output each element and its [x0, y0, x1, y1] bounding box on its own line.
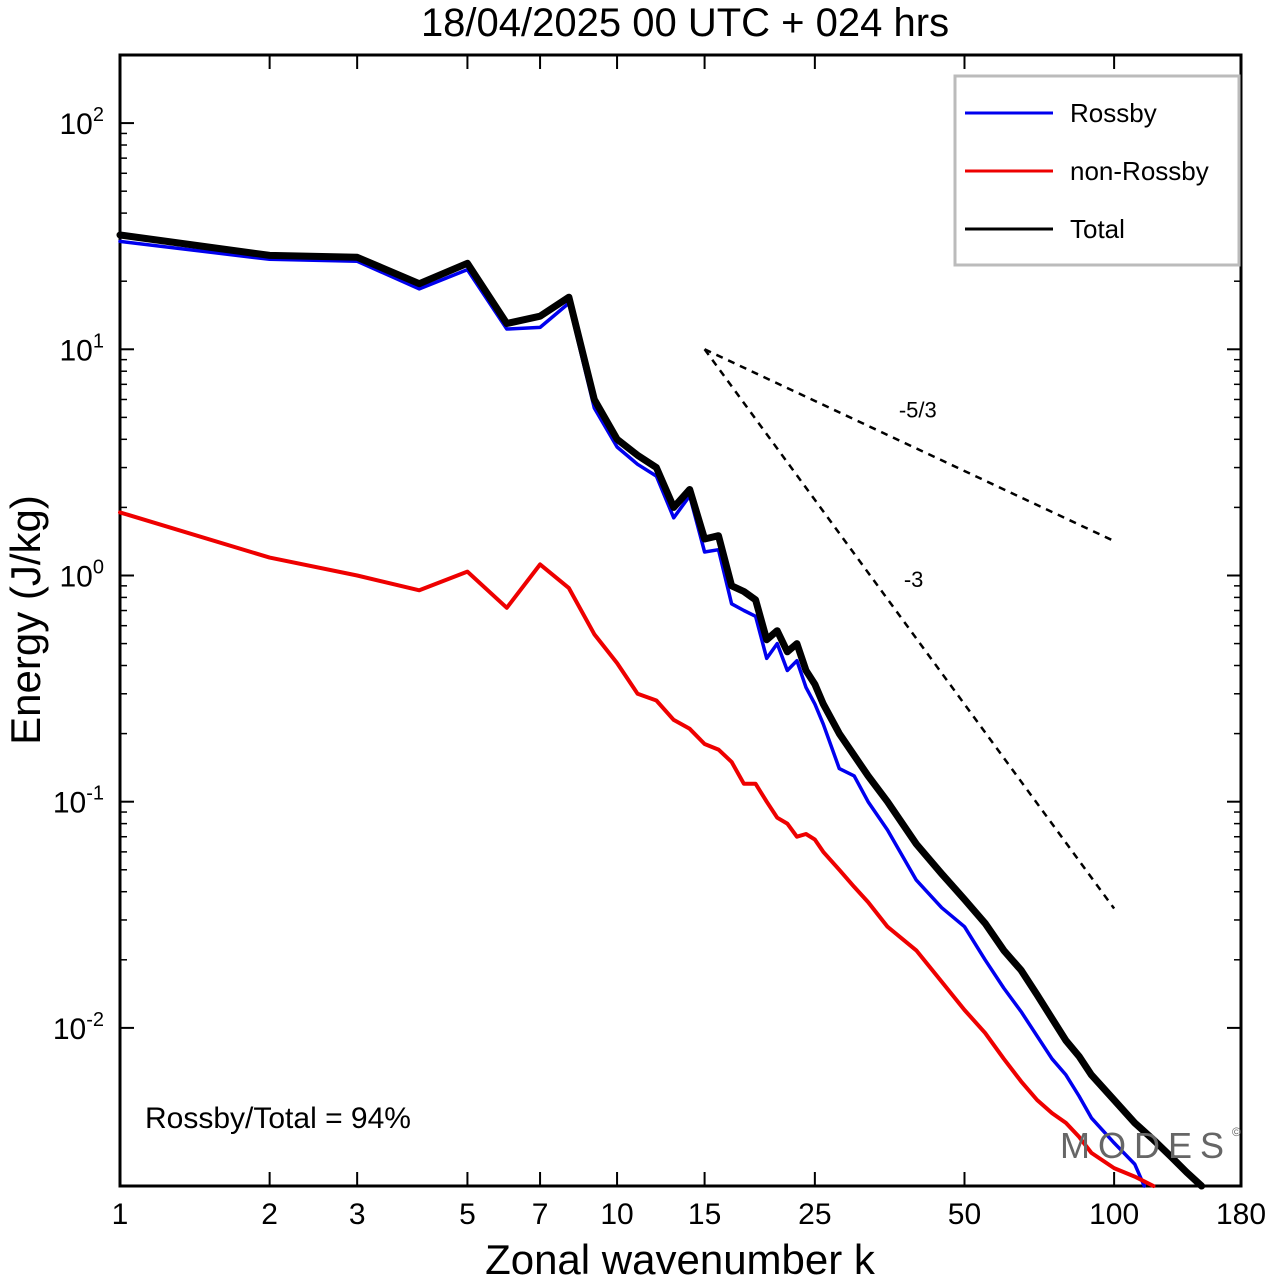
- legend: Rossby non-Rossby Total: [953, 74, 1241, 267]
- y-tick-labels: 102 101 100 10-1 10-2: [53, 104, 104, 1046]
- x-tick-label: 2: [261, 1198, 278, 1231]
- y-axis-label: Energy (J/kg): [2, 495, 49, 745]
- rossby-ratio-annotation: Rossby/Total = 94%: [145, 1102, 411, 1135]
- legend-label-total: Total: [1070, 214, 1125, 244]
- reference-line-label: -3: [904, 567, 924, 592]
- reference-lines: -5/3 -3: [703, 348, 1116, 910]
- x-tick-labels: 1 2 3 5 7 10 15 25 50 100 180: [112, 1198, 1266, 1231]
- y-tick-label: 101: [60, 330, 105, 367]
- y-tick-label: 100: [60, 556, 105, 593]
- x-tick-label: 15: [688, 1198, 721, 1231]
- x-tick-label: 25: [798, 1198, 831, 1231]
- series-line-non-rossby: [118, 510, 1156, 1188]
- reference-line: [703, 348, 1116, 910]
- y-tick-label: 102: [60, 104, 105, 141]
- x-tick-label: 3: [349, 1198, 366, 1231]
- series-line-rossby: [118, 239, 1147, 1188]
- chart-title: 18/04/2025 00 UTC + 024 hrs: [421, 1, 949, 45]
- legend-label-rossby: Rossby: [1070, 98, 1157, 128]
- x-tick-label: 7: [532, 1198, 549, 1231]
- watermark-text: MODES: [1060, 1125, 1232, 1166]
- x-tick-label: 180: [1216, 1198, 1266, 1231]
- watermark-copyright: ©: [1232, 1125, 1241, 1139]
- reference-line: [704, 348, 1115, 543]
- x-tick-label: 5: [459, 1198, 476, 1231]
- series-line-total: [116, 231, 1206, 1190]
- plot-frame: [118, 53, 1243, 1188]
- series-lines: [116, 231, 1206, 1190]
- y-tick-label: 10-1: [53, 783, 104, 820]
- x-tick-label: 100: [1089, 1198, 1139, 1231]
- x-axis-label: Zonal wavenumber k: [485, 1236, 876, 1281]
- plot-area: -5/3 -3: [116, 53, 1243, 1190]
- legend-label-non-rossby: non-Rossby: [1070, 156, 1209, 186]
- y-tick-label: 10-2: [53, 1009, 104, 1046]
- x-tick-label: 1: [112, 1198, 129, 1231]
- x-tick-label: 10: [600, 1198, 633, 1231]
- reference-line-label: -5/3: [899, 398, 937, 423]
- modes-watermark: MODES ©: [1060, 1125, 1241, 1166]
- x-tick-label: 50: [948, 1198, 981, 1231]
